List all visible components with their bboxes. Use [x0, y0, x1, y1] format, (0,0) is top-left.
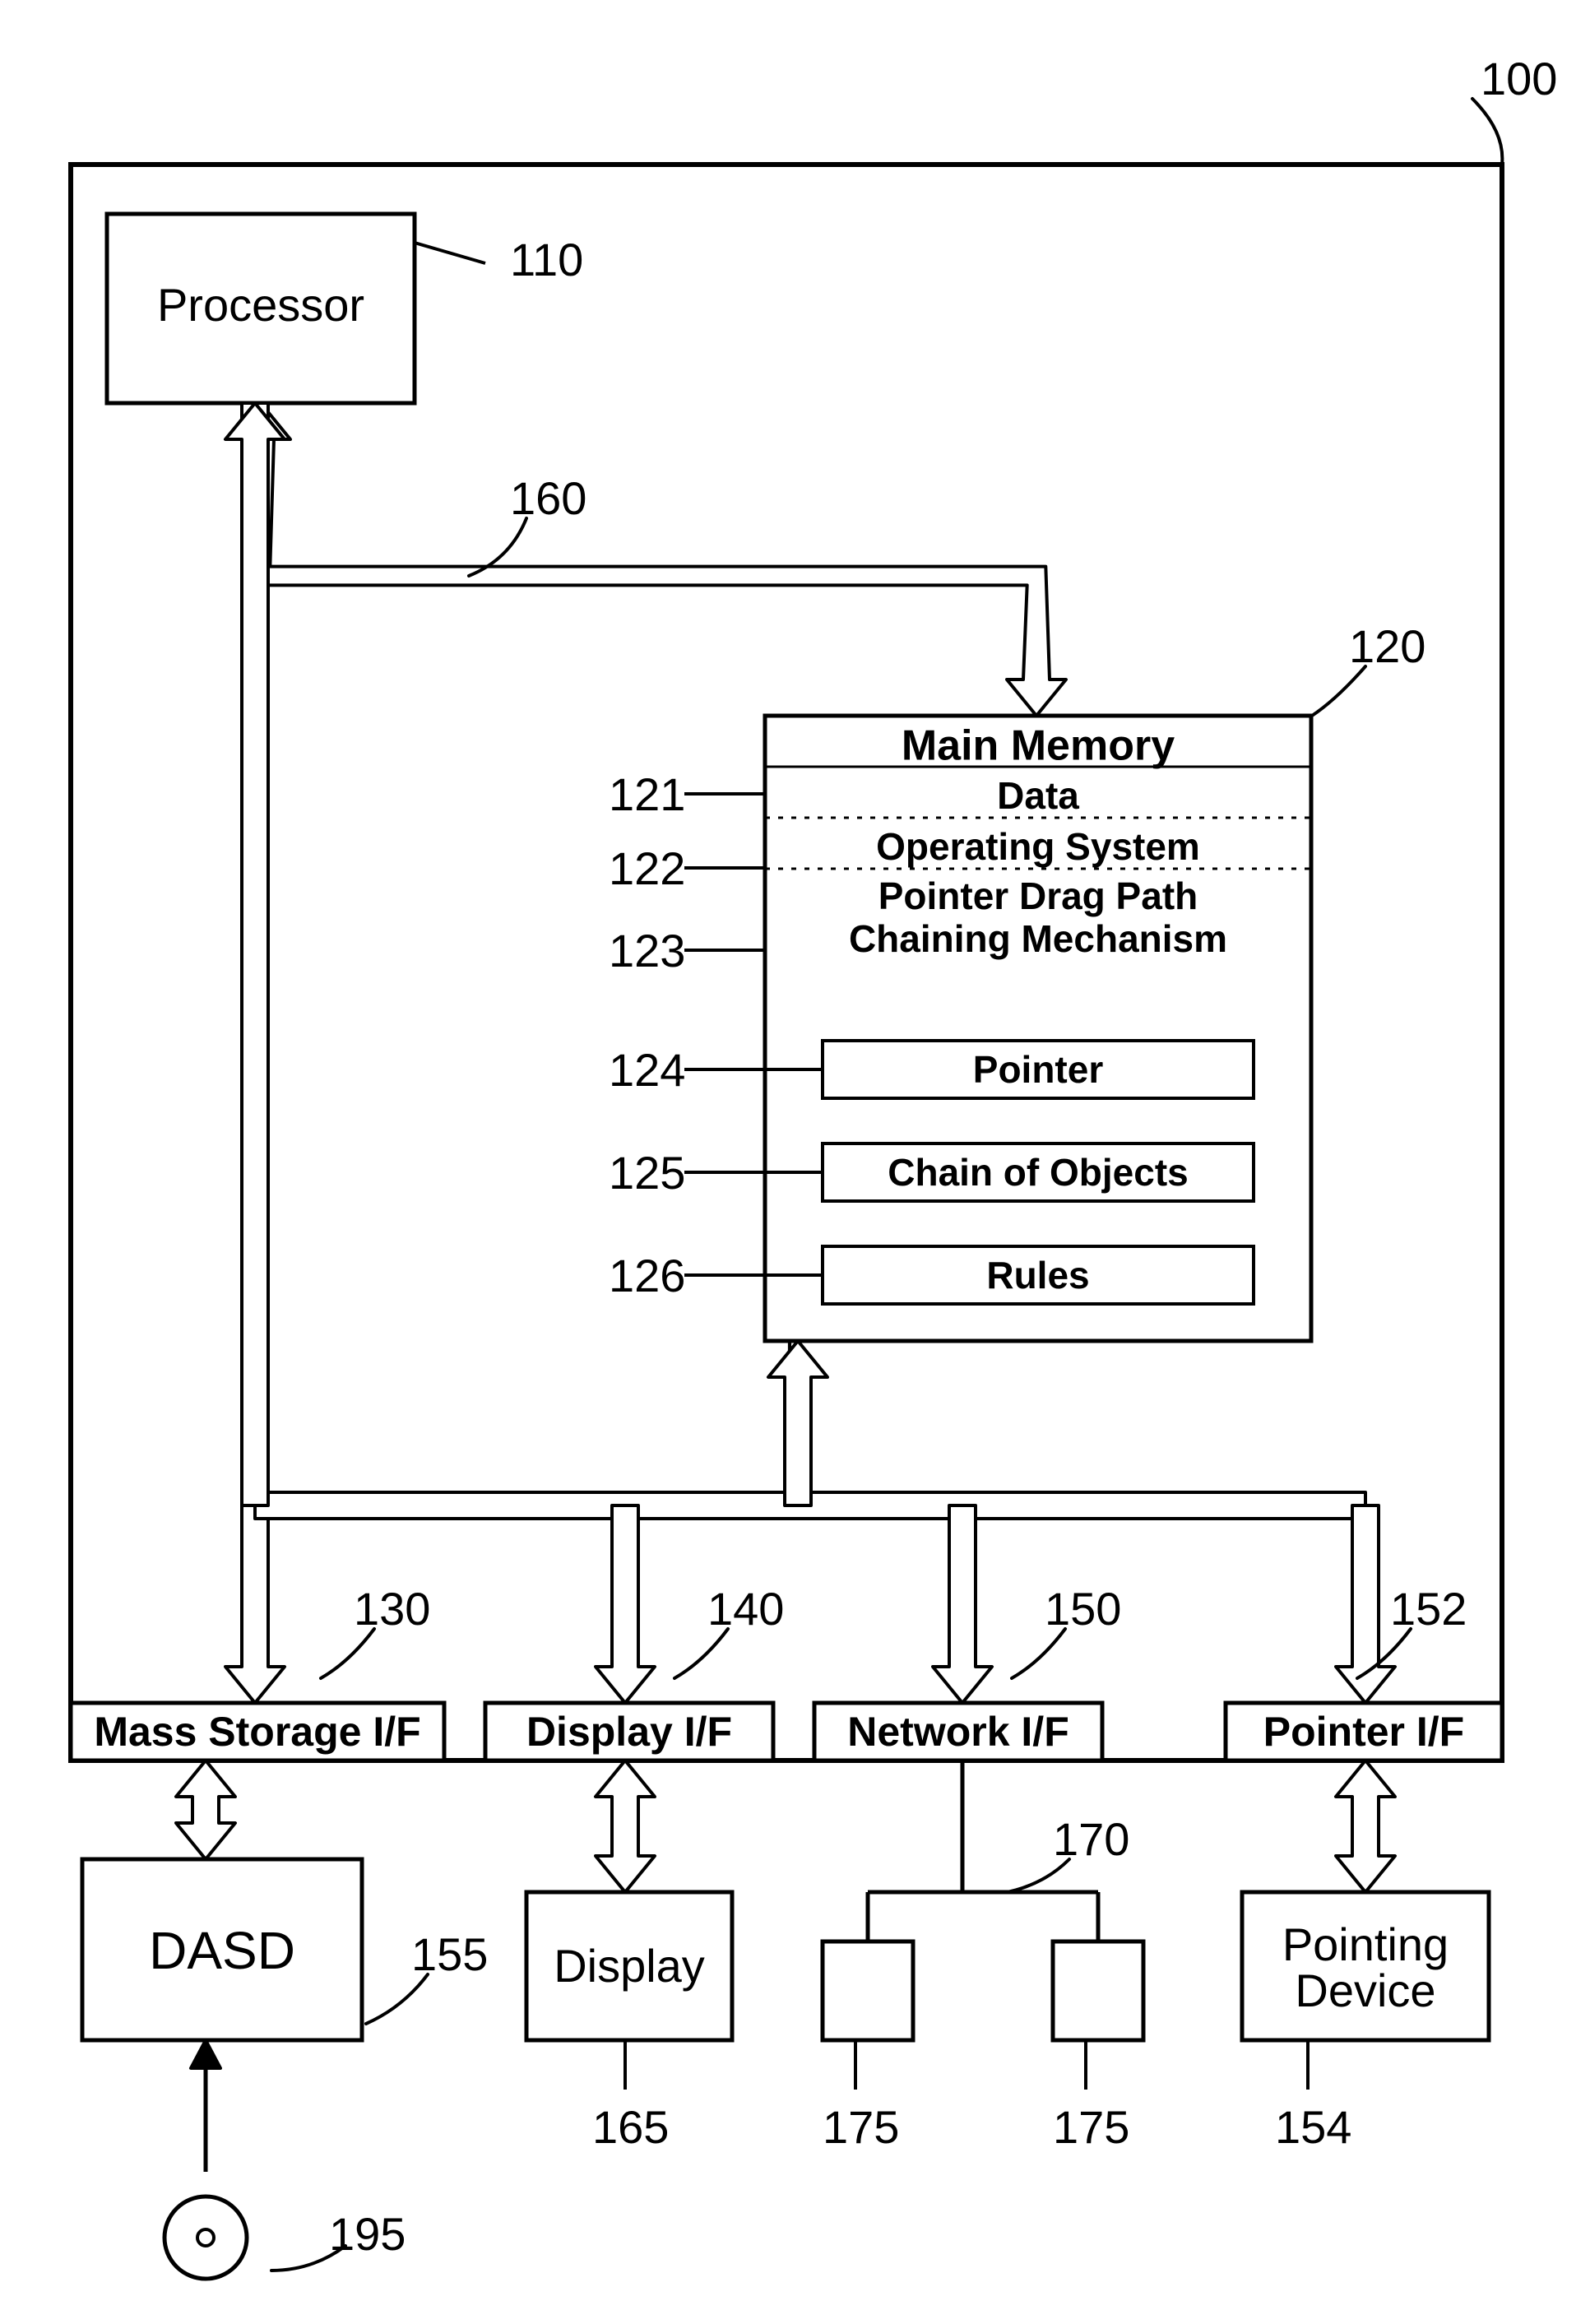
- ref-curve-r155: [366, 1974, 428, 2024]
- mem-row-0: Data: [997, 774, 1079, 817]
- ref-r165: 165: [592, 2101, 669, 2153]
- pointing-label-2: Device: [1295, 1964, 1435, 2016]
- ref-r100: 100: [1481, 53, 1557, 104]
- ref-r154: 154: [1275, 2101, 1351, 2153]
- ref-r122: 122: [609, 842, 685, 894]
- ref-r123: 123: [609, 925, 685, 976]
- network-node-b: [1053, 1941, 1143, 2040]
- if_pointer-label: Pointer I/F: [1263, 1709, 1464, 1755]
- main-memory-header: Main Memory: [902, 722, 1175, 770]
- ref-r110: 110: [510, 234, 583, 285]
- ref-r150: 150: [1045, 1583, 1121, 1635]
- if_mass-label: Mass Storage I/F: [94, 1709, 420, 1755]
- disc-to-dasd-head: [191, 2040, 220, 2068]
- mem-row-2-l2: Chaining Mechanism: [849, 917, 1227, 960]
- ref-r130: 130: [354, 1583, 430, 1635]
- ref-r120: 120: [1349, 620, 1425, 672]
- ref-curve-r100: [1472, 99, 1502, 165]
- io-double-arrow: [1336, 1760, 1395, 1892]
- io-double-arrow: [596, 1760, 655, 1892]
- if_display-label: Display I/F: [526, 1709, 732, 1755]
- ref-r126: 126: [609, 1250, 685, 1301]
- ref-r195: 195: [329, 2208, 406, 2260]
- ref-r125: 125: [609, 1147, 685, 1199]
- ref-r140: 140: [707, 1583, 784, 1635]
- ref-r121: 121: [609, 768, 685, 820]
- ref-r175b: 175: [1053, 2101, 1129, 2153]
- processor-label: Processor: [157, 279, 364, 331]
- mem-row-1: Operating System: [876, 825, 1200, 868]
- media-disc: [165, 2196, 247, 2279]
- mem-inner-label-rules: Rules: [986, 1254, 1089, 1297]
- ref-r124: 124: [609, 1044, 685, 1096]
- io-double-arrow: [176, 1760, 235, 1859]
- mem-inner-label-chain: Chain of Objects: [888, 1151, 1188, 1194]
- if_network-label: Network I/F: [847, 1709, 1068, 1755]
- mem-inner-label-pointer: Pointer: [973, 1048, 1104, 1091]
- ref-r155: 155: [411, 1928, 488, 1980]
- ref-r175a: 175: [823, 2101, 899, 2153]
- network-node-a: [823, 1941, 913, 2040]
- mem-row-2-l1: Pointer Drag Path: [878, 874, 1198, 917]
- ref-r160: 160: [510, 472, 586, 524]
- ref-r170: 170: [1053, 1813, 1129, 1865]
- pointing-label-1: Pointing: [1282, 1918, 1449, 1970]
- display-label: Display: [554, 1940, 705, 1992]
- ref-r152: 152: [1390, 1583, 1467, 1635]
- dasd-label: DASD: [149, 1921, 295, 1980]
